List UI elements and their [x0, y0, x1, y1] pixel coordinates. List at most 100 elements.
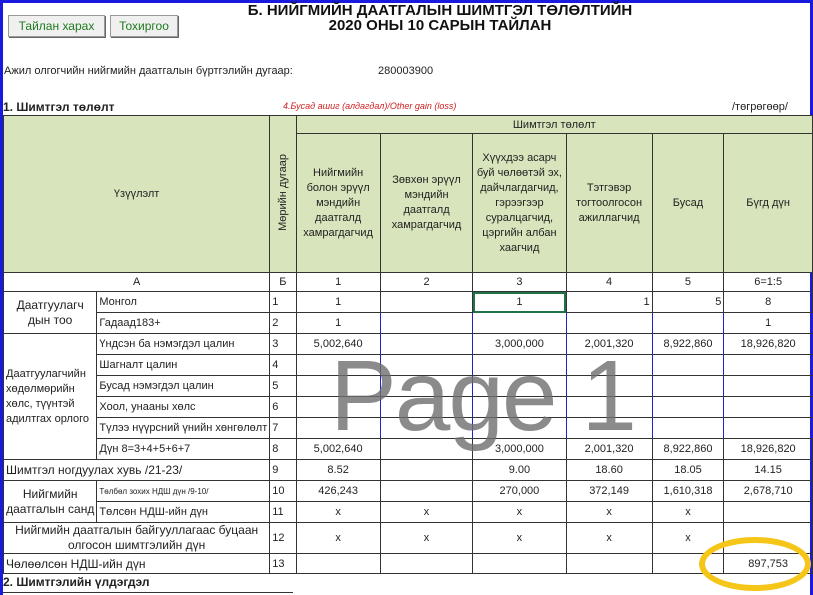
value-cell[interactable]: [723, 501, 813, 523]
value-cell[interactable]: [379, 553, 474, 574]
row-number: 12: [269, 522, 297, 554]
value-cell[interactable]: [723, 354, 813, 376]
value-cell[interactable]: x: [565, 522, 653, 554]
row-label: Бусад нэмэгдэл цалин: [96, 375, 271, 397]
value-cell[interactable]: [379, 333, 474, 355]
table-row: Төлсөн НДШ-ийн дүн 11 x x x x x: [4, 501, 813, 523]
unit-label: /төгрөгөөр/: [732, 101, 788, 113]
value-cell[interactable]: x: [472, 522, 567, 554]
value-cell[interactable]: x: [295, 522, 381, 554]
value-cell[interactable]: 9.00: [472, 459, 567, 481]
value-cell[interactable]: [379, 396, 474, 418]
value-cell[interactable]: [651, 375, 725, 397]
value-cell[interactable]: 372,149: [565, 480, 653, 502]
value-cell[interactable]: 1: [565, 291, 653, 313]
group-income: Даатгуулагчийн хөдөлмөрийн хөлс, түүнтэй…: [2, 333, 98, 460]
value-cell[interactable]: x: [295, 501, 381, 523]
value-cell[interactable]: 1,610,318: [651, 480, 725, 502]
value-cell[interactable]: 1: [295, 312, 381, 334]
row-number: 1: [269, 291, 297, 313]
value-cell[interactable]: 1: [295, 291, 381, 313]
value-cell[interactable]: [651, 354, 725, 376]
value-cell[interactable]: 8.52: [295, 459, 381, 481]
header-group: Шимтгэл төлөлт: [295, 115, 813, 134]
value-cell[interactable]: 18,926,820: [723, 438, 813, 460]
value-cell[interactable]: 1: [472, 291, 567, 313]
contribution-table: Үзүүлэлт Мөрийн дугаар Шимтгэл төлөлт Ни…: [2, 115, 813, 574]
value-cell[interactable]: [295, 396, 381, 418]
row-label: Үндсэн ба нэмэгдэл цалин: [96, 333, 271, 355]
highlight-circle: [699, 537, 811, 591]
value-cell[interactable]: 2,678,710: [723, 480, 813, 502]
table-row: Хоол, унааны хөлс 6: [4, 396, 813, 418]
value-cell[interactable]: [472, 375, 567, 397]
row-number: 9: [269, 459, 297, 481]
code-cell: 2: [379, 272, 474, 292]
value-cell[interactable]: [379, 480, 474, 502]
settings-button[interactable]: Тохиргоо: [110, 15, 178, 37]
value-cell[interactable]: 1: [723, 312, 813, 334]
value-cell[interactable]: x: [565, 501, 653, 523]
value-cell[interactable]: 270,000: [472, 480, 567, 502]
row-label: Түлээ нүүрсний үнийн хөнгөлөлт: [96, 417, 271, 439]
value-cell[interactable]: [379, 417, 474, 439]
value-cell[interactable]: [565, 354, 653, 376]
value-cell[interactable]: [379, 291, 474, 313]
value-cell[interactable]: 3,000,000: [472, 438, 567, 460]
value-cell[interactable]: [472, 417, 567, 439]
value-cell[interactable]: x: [651, 501, 725, 523]
value-cell[interactable]: [379, 459, 474, 481]
value-cell[interactable]: 2,001,320: [565, 333, 653, 355]
value-cell[interactable]: 426,243: [295, 480, 381, 502]
value-cell[interactable]: [379, 375, 474, 397]
value-cell[interactable]: 5,002,640: [295, 333, 381, 355]
value-cell[interactable]: [472, 396, 567, 418]
value-cell[interactable]: 14.15: [723, 459, 813, 481]
value-cell[interactable]: x: [472, 501, 567, 523]
value-cell[interactable]: [723, 417, 813, 439]
value-cell[interactable]: [565, 312, 653, 334]
header-col-4: Тэтгэвэр тогтоолгосон ажиллагчид: [565, 133, 653, 273]
value-cell[interactable]: 18.60: [565, 459, 653, 481]
value-cell[interactable]: [565, 417, 653, 439]
value-cell[interactable]: 8: [723, 291, 813, 313]
row-number: 5: [269, 375, 297, 397]
row-label: Төлбөл зохих НДШ дүн /9-10/: [96, 480, 271, 502]
value-cell[interactable]: [295, 553, 381, 574]
value-cell[interactable]: 8,922,860: [651, 333, 725, 355]
value-cell[interactable]: [565, 375, 653, 397]
value-cell[interactable]: 3,000,000: [472, 333, 567, 355]
value-cell[interactable]: [651, 417, 725, 439]
value-cell[interactable]: 8,922,860: [651, 438, 725, 460]
value-cell[interactable]: 18,926,820: [723, 333, 813, 355]
value-cell[interactable]: [723, 396, 813, 418]
value-cell[interactable]: [295, 375, 381, 397]
value-cell[interactable]: [295, 354, 381, 376]
row-label: Чөлөөлсөн НДШ-ийн дүн: [2, 553, 271, 574]
value-cell[interactable]: [379, 438, 474, 460]
report-title-line2: 2020 ОНЫ 10 САРЫН ТАЙЛАН: [328, 17, 552, 34]
view-report-button[interactable]: Тайлан харах: [8, 15, 105, 37]
value-cell[interactable]: 2,001,320: [565, 438, 653, 460]
value-cell[interactable]: [651, 312, 725, 334]
value-cell[interactable]: 5,002,640: [295, 438, 381, 460]
value-cell[interactable]: x: [379, 501, 474, 523]
value-cell[interactable]: [565, 553, 653, 574]
value-cell[interactable]: 18.05: [651, 459, 725, 481]
value-cell[interactable]: x: [379, 522, 474, 554]
value-cell[interactable]: [723, 375, 813, 397]
value-cell[interactable]: [379, 354, 474, 376]
header-rownum: Мөрийн дугаар: [269, 115, 297, 273]
value-cell[interactable]: [295, 417, 381, 439]
row-number: 10: [269, 480, 297, 502]
code-cell: А: [2, 272, 271, 292]
value-cell[interactable]: [472, 312, 567, 334]
row-label: Дүн 8=3+4+5+6+7: [96, 438, 271, 460]
value-cell[interactable]: [472, 354, 567, 376]
value-cell[interactable]: [379, 312, 474, 334]
value-cell[interactable]: [472, 553, 567, 574]
header-col-3: Хүүхдээ асарч буй чөлөөтэй эх, дайчлагда…: [472, 133, 567, 273]
value-cell[interactable]: [565, 396, 653, 418]
value-cell[interactable]: [651, 396, 725, 418]
value-cell[interactable]: 5: [651, 291, 725, 313]
